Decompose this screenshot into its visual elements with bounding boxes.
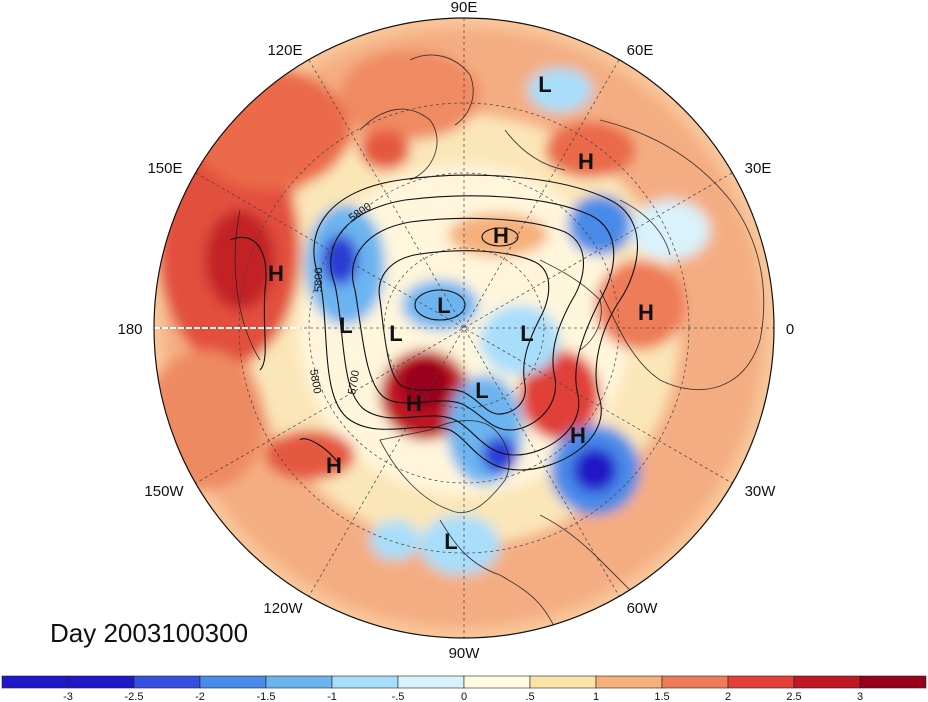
longitude-labels: 90E 60E 30E 0 30W 60W 90W 120W 150W 180 … — [117, 0, 794, 662]
pressure-center-h-europe: H — [638, 300, 654, 325]
colorbar-tick-labels: -3 -2.5 -2 -1.5 -1 -.5 0 .5 1 1.5 2 2.5 3 — [63, 691, 863, 702]
colorbar-swatch — [133, 675, 201, 689]
colorbar-tick-label: -1 — [327, 691, 337, 702]
colorbar-swatch — [397, 675, 465, 689]
colorbar-swatch — [595, 675, 663, 689]
colorbar-swatch — [463, 675, 531, 689]
pressure-center-h-pacific-east: H — [326, 453, 342, 478]
lon-label-60w: 60W — [627, 600, 659, 617]
colorbar-tick-label: 2.5 — [786, 691, 801, 702]
colorbar-tick-label: -2 — [195, 691, 205, 702]
pressure-center-h-east-europe: H — [578, 149, 594, 174]
lon-label-60e: 60E — [627, 42, 654, 59]
date-title: Day 2003100300 — [50, 618, 249, 648]
pressure-center-h-atlantic: H — [570, 423, 586, 448]
pressure-center-h-pacific-west: H — [268, 261, 284, 286]
colorbar-tick-label: -1.5 — [257, 691, 276, 702]
lon-label-0: 0 — [786, 321, 794, 338]
pressure-center-l-hudson: L — [475, 378, 488, 403]
lon-label-90e: 90E — [451, 0, 478, 16]
pressure-center-l-polar-c: L — [389, 321, 402, 346]
pressure-centers: L H H H L L L L H H L H H L — [268, 72, 654, 554]
colorbar-swatch — [1, 675, 69, 689]
lon-label-30w: 30W — [745, 483, 777, 500]
colorbar-tick-label: 1.5 — [654, 691, 669, 702]
colorbar-tick-label: -2.5 — [125, 691, 144, 702]
lon-label-30e: 30E — [745, 160, 772, 177]
pressure-center-l-gulf: L — [444, 529, 457, 554]
pressure-center-h-arctic: H — [493, 223, 509, 248]
lon-label-120e: 120E — [267, 42, 302, 59]
lon-label-90w: 90W — [449, 645, 481, 662]
lon-label-150e: 150E — [147, 160, 182, 177]
contour-label-5800b: 5800 — [313, 268, 325, 292]
colorbar-swatch — [199, 675, 267, 689]
colorbar-tick-label: 1 — [593, 691, 599, 702]
colorbar-tick-label: -3 — [63, 691, 73, 702]
colorbar-swatch — [67, 675, 135, 689]
colorbar-tick-label: 0 — [461, 691, 467, 702]
anomaly-field — [154, 18, 774, 638]
colorbar-tick-label: -.5 — [392, 691, 405, 702]
lon-label-150w: 150W — [144, 483, 184, 500]
contour-label-5700: 5700 — [346, 369, 362, 395]
lon-label-180: 180 — [117, 321, 142, 338]
colorbar-swatch — [529, 675, 597, 689]
pressure-center-l-polar-b: L — [339, 313, 352, 338]
colorbar-swatch — [331, 675, 399, 689]
contour-label-5800c: 5800 — [307, 368, 323, 394]
colorbar-tick-label: 2 — [725, 691, 731, 702]
pressure-center-h-alaska: H — [406, 391, 422, 416]
graticule — [154, 18, 774, 638]
pressure-center-l-polar-a: L — [437, 293, 450, 318]
colorbar-swatch — [661, 675, 729, 689]
colorbar-swatch — [265, 675, 333, 689]
pressure-center-l-greenland: L — [520, 321, 533, 346]
map-boundary — [153, 17, 775, 639]
colorbar-swatch — [793, 675, 861, 689]
lon-label-120w: 120W — [263, 600, 303, 617]
colorbar-swatch — [727, 675, 795, 689]
colorbar-tick-label: .5 — [525, 691, 534, 702]
colorbar-swatch — [859, 675, 927, 689]
colorbar-tick-label: 3 — [857, 691, 863, 702]
colorbar: -3 -2.5 -2 -1.5 -1 -.5 0 .5 1 1.5 2 2.5 3 — [1, 675, 927, 702]
colorbar-swatches — [1, 675, 927, 689]
pressure-center-l-siberia: L — [538, 72, 551, 97]
